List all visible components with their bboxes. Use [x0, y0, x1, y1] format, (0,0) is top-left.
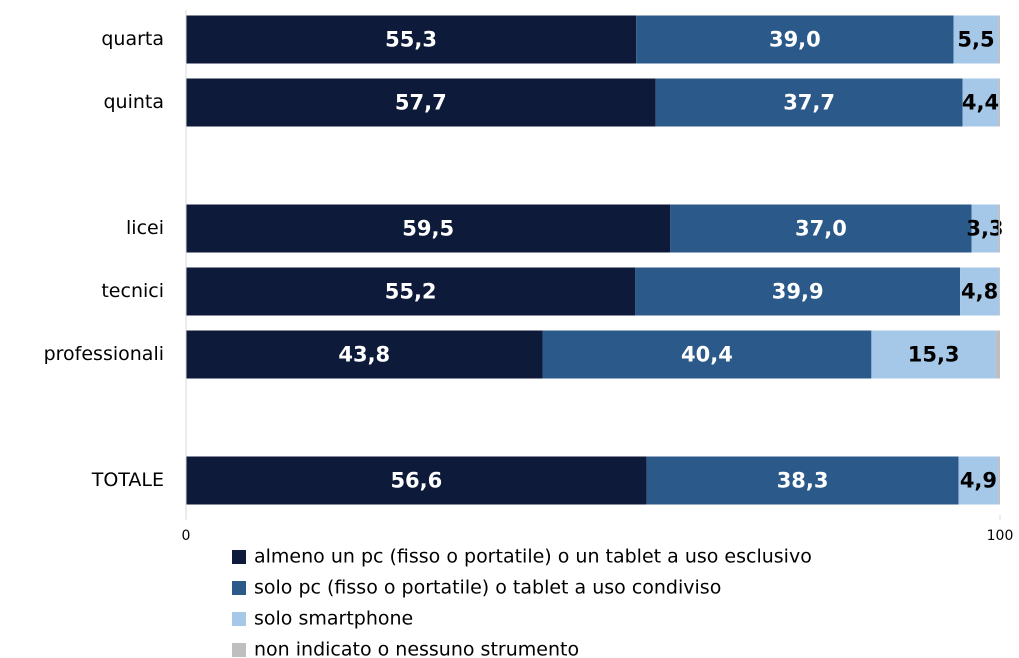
bar-segment: [655, 78, 963, 127]
data-label: 5,5: [957, 28, 994, 52]
data-label: 57,7: [395, 91, 447, 115]
legend-label: almeno un pc (fisso o portatile) o un ta…: [254, 546, 812, 568]
data-label: 15,3: [908, 343, 960, 367]
bar-segment: [871, 330, 996, 379]
bar-segment: [186, 204, 671, 253]
data-label: 39,9: [772, 280, 824, 304]
bar-segment: [999, 267, 1000, 316]
data-label: 38,3: [777, 469, 829, 493]
data-label: 37,0: [795, 217, 847, 241]
y-tick-label: licei: [126, 217, 164, 239]
data-label: 4,4: [962, 91, 999, 115]
bar-segment: [635, 267, 961, 316]
data-label: 55,3: [385, 28, 437, 52]
y-tick-label: tecnici: [101, 280, 164, 302]
bar-segment: [186, 456, 647, 505]
bar-segment: [998, 456, 1000, 505]
x-tick-label: 0: [182, 528, 191, 544]
y-tick-label: quarta: [101, 28, 164, 50]
bar-segment: [995, 330, 1000, 379]
legend-label: solo pc (fisso o portatile) o tablet a u…: [254, 577, 721, 599]
data-label: 43,8: [338, 343, 390, 367]
bar-segment: [646, 456, 959, 505]
bar-segment: [542, 330, 872, 379]
bar-segment: [186, 78, 656, 127]
y-tick-label: TOTALE: [91, 469, 164, 491]
bar-segment: [958, 456, 999, 505]
data-label: 4,8: [961, 280, 998, 304]
bar-segment: [186, 15, 637, 64]
bar-segment: [971, 204, 999, 253]
bar-segment: [186, 267, 636, 316]
legend-label: non indicato o nessuno strumento: [254, 639, 579, 658]
legend-label: solo smartphone: [254, 608, 413, 630]
legend-swatch: [232, 612, 246, 626]
data-label: 39,0: [769, 28, 821, 52]
y-tick-label: professionali: [44, 343, 164, 365]
bar-segment: [636, 15, 954, 64]
bar-segment: [953, 15, 999, 64]
data-label: 3,3: [966, 217, 1003, 241]
data-label: 37,7: [783, 91, 835, 115]
legend-swatch: [232, 643, 246, 657]
bar-segment: [960, 267, 1000, 316]
y-tick-label: quinta: [103, 91, 164, 113]
bar-segment: [670, 204, 972, 253]
legend-swatch: [232, 550, 246, 564]
bar-segment: [998, 78, 1000, 127]
data-label: 4,9: [960, 469, 997, 493]
bar-segment: [962, 78, 999, 127]
bar-segment: [998, 204, 1000, 253]
data-label: 59,5: [402, 217, 454, 241]
bar-segment: [998, 15, 1000, 64]
bar-segment: [186, 330, 543, 379]
data-label: 55,2: [385, 280, 437, 304]
x-tick-label: 100: [987, 528, 1014, 544]
legend-swatch: [232, 581, 246, 595]
data-label: 40,4: [681, 343, 733, 367]
data-label: 56,6: [390, 469, 442, 493]
